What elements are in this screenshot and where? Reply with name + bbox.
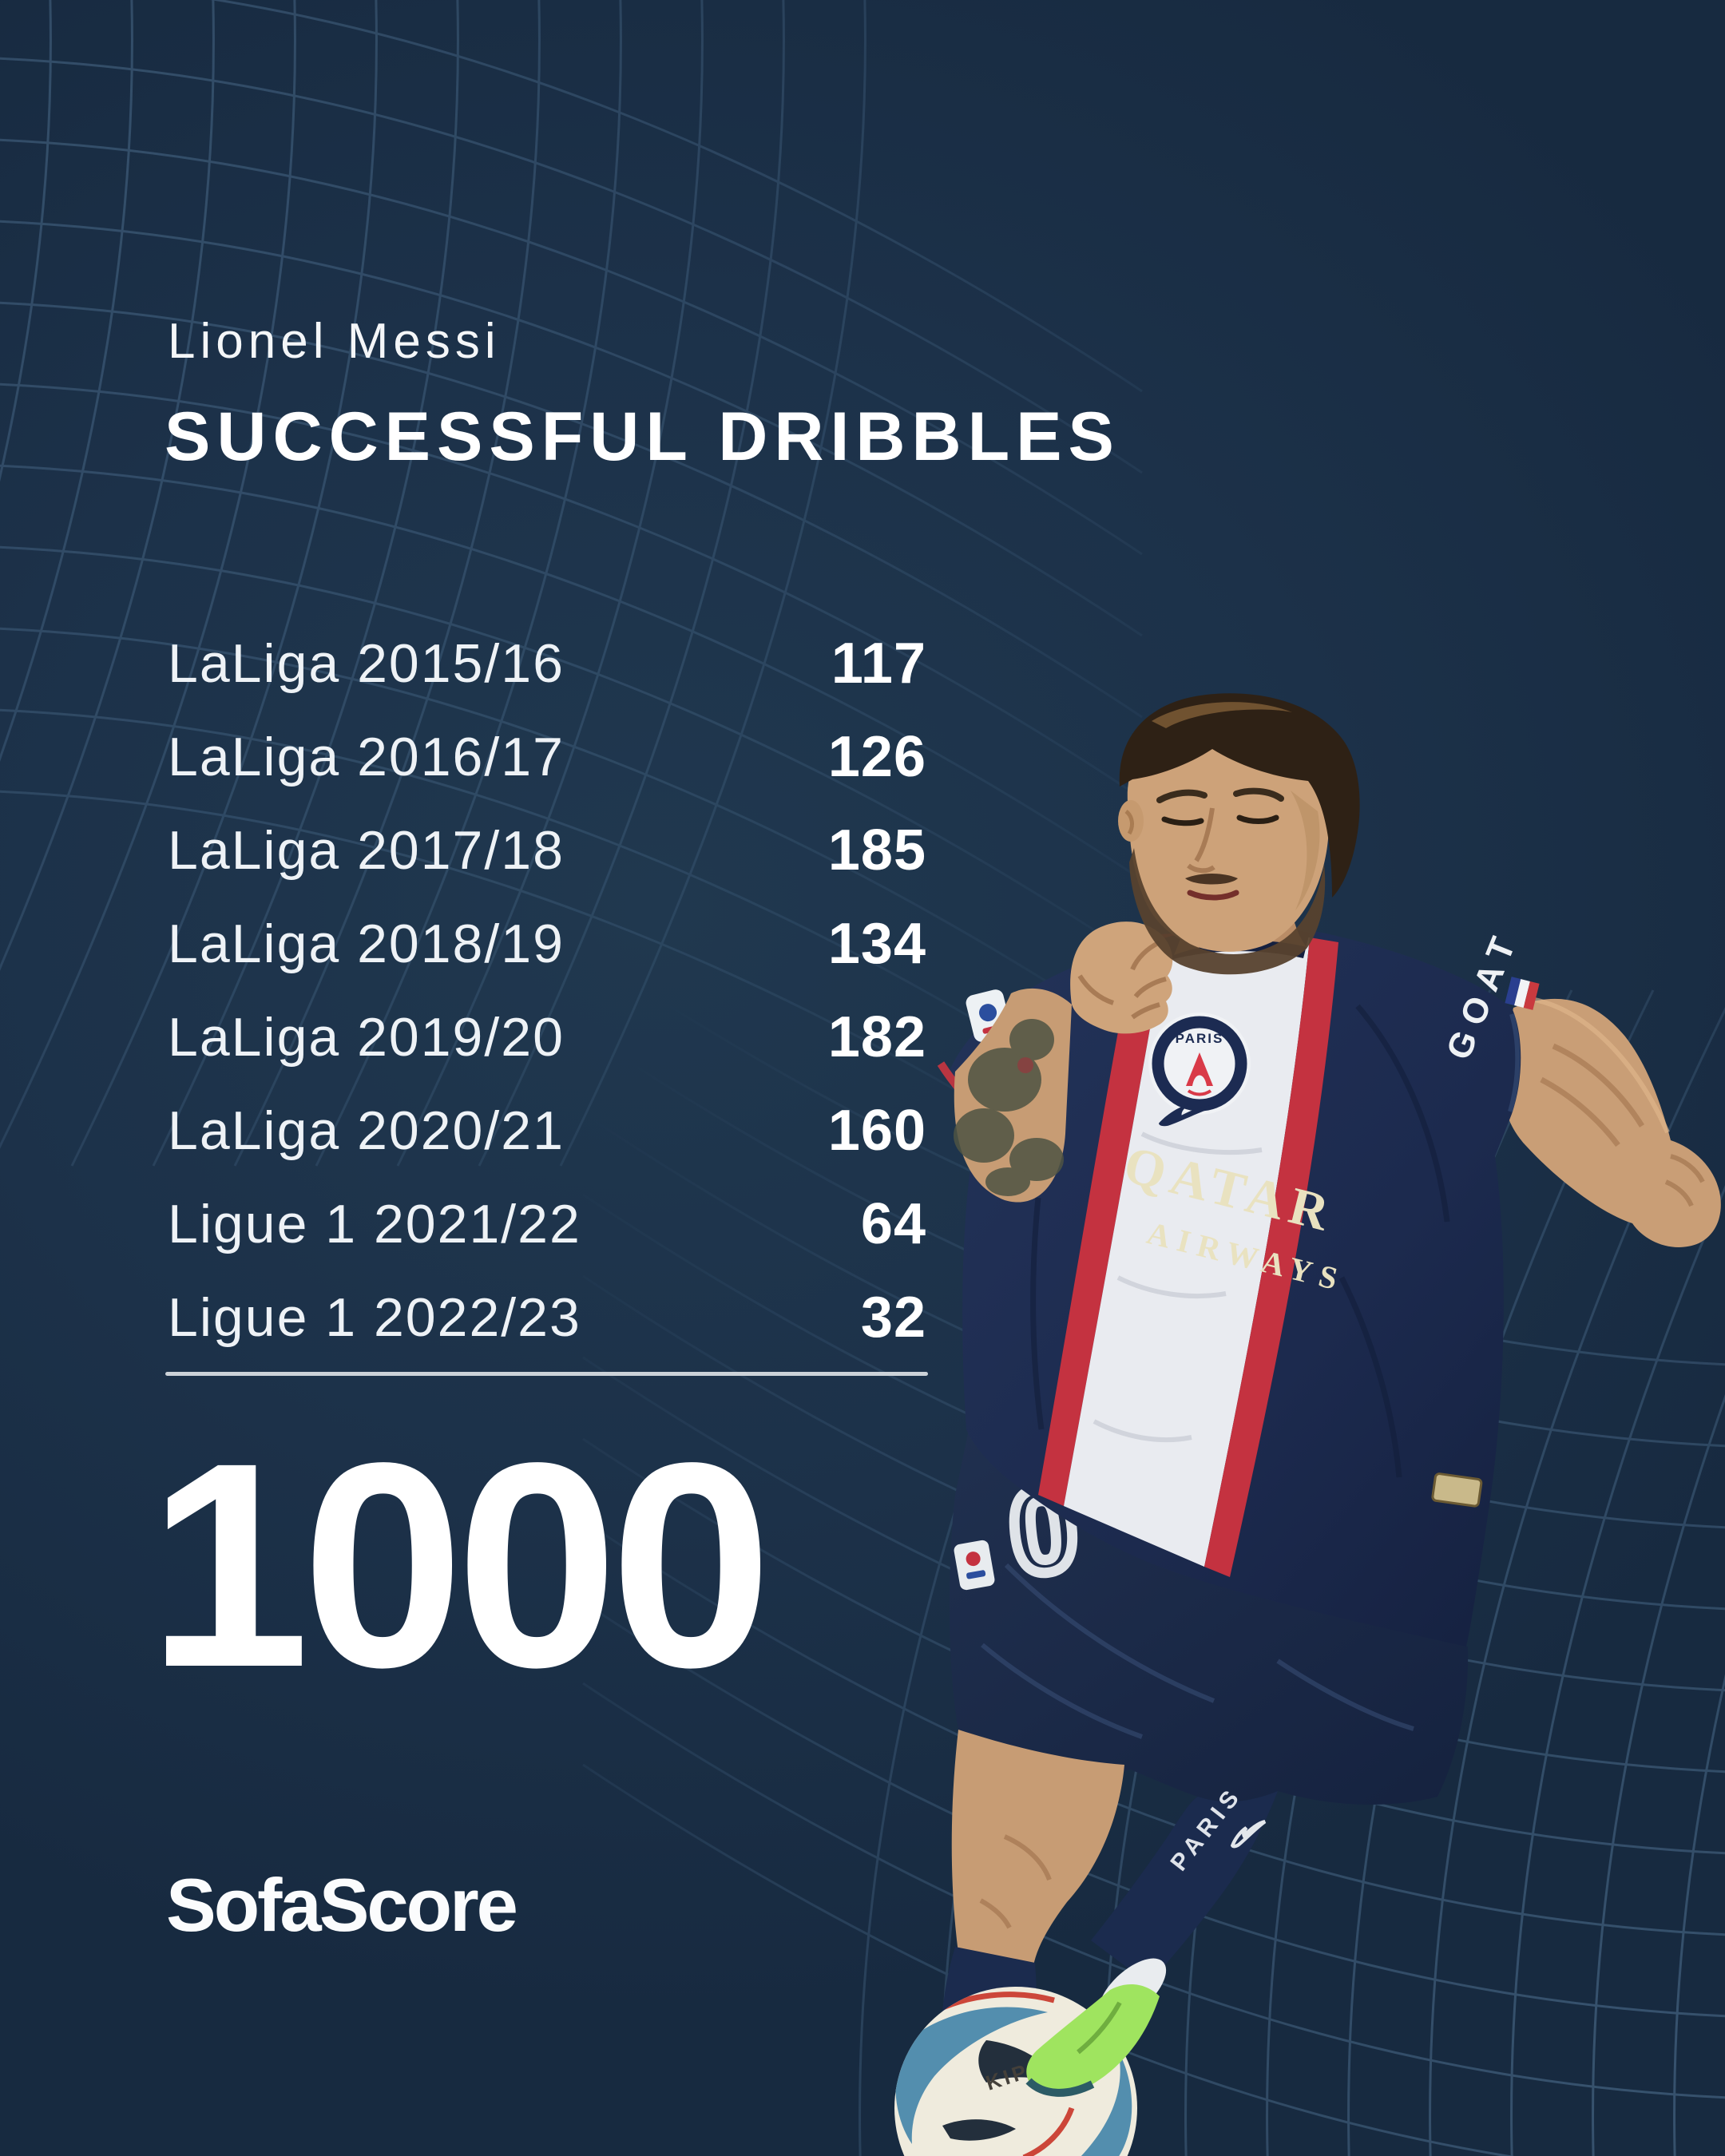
head <box>1118 693 1360 975</box>
shorts-patch <box>954 1540 995 1591</box>
stat-value: 32 <box>860 1285 926 1349</box>
front-leg: PARIS <box>1025 1781 1278 2097</box>
divider-line <box>165 1372 928 1376</box>
beard <box>1129 848 1326 975</box>
stat-value: 182 <box>827 1005 926 1069</box>
stat-row: LaLiga 2020/21 160 <box>168 1084 926 1177</box>
stat-season-label: LaLiga 2016/17 <box>168 726 565 787</box>
stat-row: LaLiga 2018/19 134 <box>168 897 926 990</box>
page-title: SUCCESSFUL DRIBBLES <box>165 398 1120 475</box>
eyes <box>1161 814 1279 826</box>
stat-season-label: Ligue 1 2022/23 <box>168 1286 581 1348</box>
nike-swoosh-icon <box>1158 1104 1222 1127</box>
extended-arm <box>1500 997 1721 1247</box>
stat-row: LaLiga 2015/16 117 <box>168 616 926 710</box>
tattoos <box>954 1019 1064 1196</box>
stat-value: 134 <box>827 911 926 976</box>
stat-season-label: LaLiga 2019/20 <box>168 1006 565 1068</box>
stats-list: LaLiga 2015/16 117 LaLiga 2016/17 126 LaLiga… <box>168 616 926 1364</box>
psg-crest-text: PARIS <box>1176 1031 1224 1046</box>
stat-value: 126 <box>827 724 926 789</box>
player-name: Lionel Messi <box>168 314 501 369</box>
sock-nike-swoosh-icon <box>1230 1820 1267 1849</box>
total-value: 1000 <box>148 1403 772 1728</box>
stat-row: LaLiga 2016/17 126 <box>168 710 926 803</box>
bent-arm <box>937 921 1173 1203</box>
jersey-stripe-red-right <box>1204 937 1338 1577</box>
jersey-stripe-red-left <box>1038 933 1187 1506</box>
stat-value: 117 <box>831 631 926 696</box>
stat-row: Ligue 1 2022/23 32 <box>168 1270 926 1364</box>
stat-season-label: Ligue 1 2021/22 <box>168 1193 581 1254</box>
jersey-stripe-white <box>1064 933 1310 1567</box>
stat-season-label: LaLiga 2017/18 <box>168 819 565 881</box>
stat-value: 185 <box>827 818 926 882</box>
jersey: PARIS QATAR AIRWAYS GOAT <box>947 923 1540 1647</box>
stat-row: LaLiga 2017/18 185 <box>168 803 926 897</box>
stat-season-label: LaLiga 2020/21 <box>168 1100 565 1161</box>
jersey-tag <box>1431 1472 1483 1508</box>
stat-row: LaLiga 2019/20 182 <box>168 990 926 1084</box>
stat-season-label: LaLiga 2018/19 <box>168 913 565 974</box>
stat-value: 160 <box>827 1098 926 1163</box>
stat-season-label: LaLiga 2015/16 <box>168 632 565 694</box>
psg-crest: PARIS <box>1148 1013 1251 1115</box>
stat-row: Ligue 1 2021/22 64 <box>168 1177 926 1270</box>
stat-value: 64 <box>860 1191 926 1256</box>
hair <box>1119 693 1360 898</box>
sofascore-logo: SofaScore <box>166 1863 518 1947</box>
french-flag-icon <box>1505 977 1540 1010</box>
